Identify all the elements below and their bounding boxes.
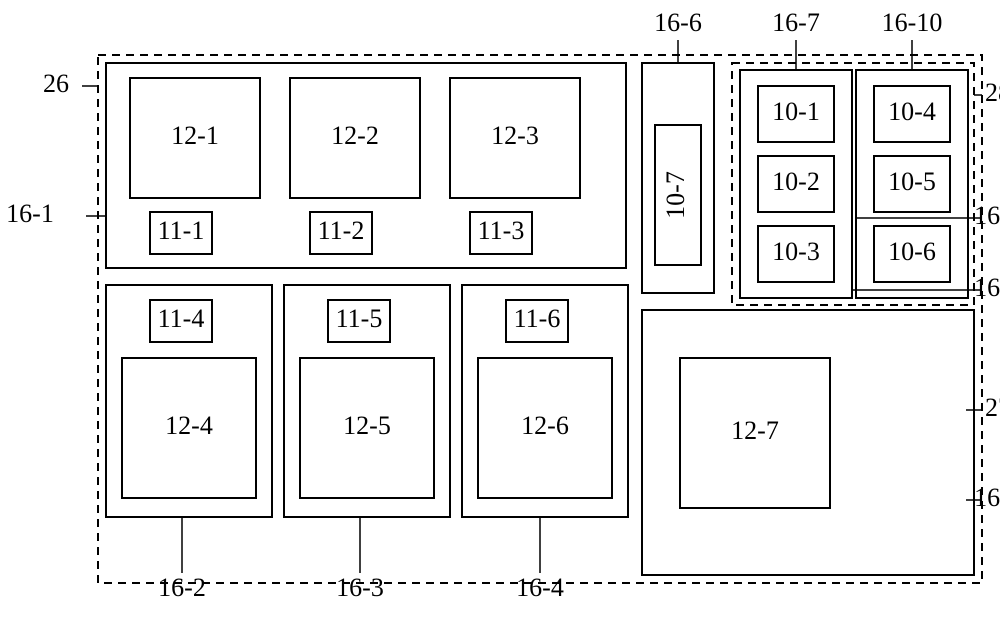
callout-16-3: 16-3: [336, 573, 384, 602]
box-12-7-label: 12-7: [731, 416, 779, 445]
callout-16-1: 16-1: [6, 199, 54, 228]
box-12-1-label: 12-1: [171, 121, 219, 150]
callout-16-8: 16-8: [974, 201, 1000, 230]
box-10-4-label: 10-4: [888, 97, 936, 126]
box-10-1-label: 10-1: [772, 97, 820, 126]
callout-26: 26: [43, 69, 69, 98]
diagram-svg: 12-1 12-2 12-3 11-1 11-2 11-3 11-4 12-4 11-5 12-5…: [0, 0, 1000, 619]
box-12-2-label: 12-2: [331, 121, 379, 150]
box-10-6-label: 10-6: [888, 237, 936, 266]
callout-28: 28: [985, 78, 1000, 107]
callout-16-7: 16-7: [772, 8, 820, 37]
box-12-3-label: 12-3: [491, 121, 539, 150]
box-11-3-label: 11-3: [478, 216, 525, 245]
box-11-2-label: 11-2: [318, 216, 365, 245]
callout-16-2: 16-2: [158, 573, 206, 602]
box-12-4-label: 12-4: [165, 411, 213, 440]
callout-27: 27: [985, 393, 1000, 422]
callout-16-10: 16-10: [882, 8, 943, 37]
callout-16-6: 16-6: [654, 8, 702, 37]
box-11-5-label: 11-5: [336, 304, 383, 333]
box-10-3-label: 10-3: [772, 237, 820, 266]
box-11-6-label: 11-6: [514, 304, 561, 333]
box-11-4-label: 11-4: [158, 304, 205, 333]
box-10-7-label: 10-7: [661, 171, 690, 219]
box-12-6-label: 12-6: [521, 411, 569, 440]
callout-16-5: 16-5: [974, 483, 1000, 512]
box-10-5-label: 10-5: [888, 167, 936, 196]
box-12-5-label: 12-5: [343, 411, 391, 440]
callout-16-9: 16-9: [974, 273, 1000, 302]
block-16-5: [642, 310, 974, 575]
box-11-1-label: 11-1: [158, 216, 205, 245]
callout-16-4: 16-4: [516, 573, 564, 602]
box-10-2-label: 10-2: [772, 167, 820, 196]
